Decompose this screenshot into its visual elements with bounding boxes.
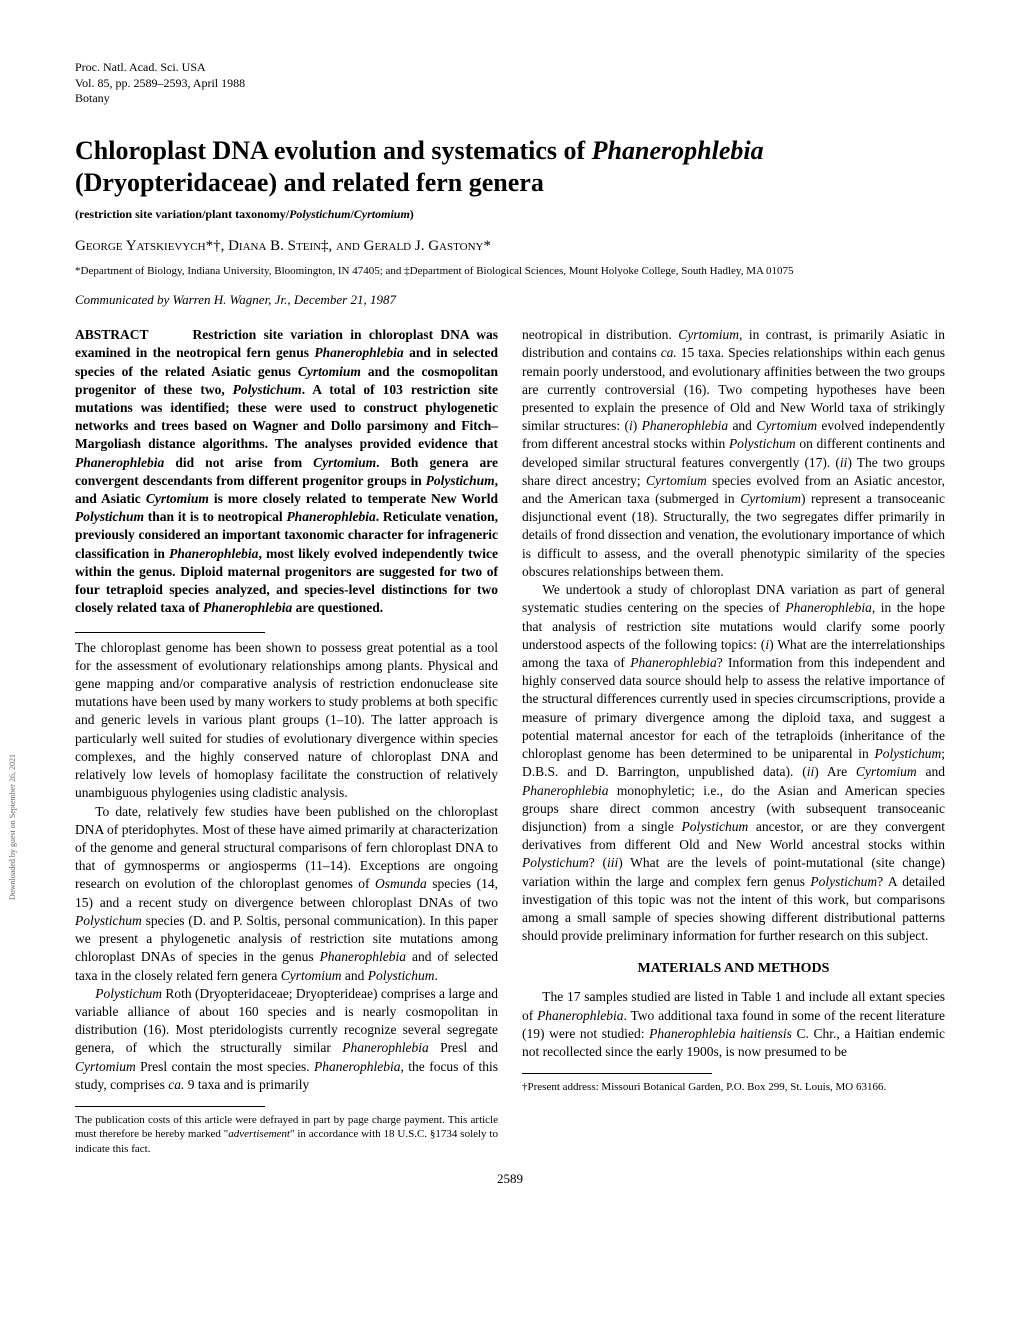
article-subtitle: (restriction site variation/plant taxono… xyxy=(75,206,945,222)
footnote-divider-left xyxy=(75,1106,265,1107)
affiliations: *Department of Biology, Indiana Universi… xyxy=(75,264,945,278)
section-name: Botany xyxy=(75,91,945,107)
body-paragraph-4: neotropical in distribution. Cyrtomium, … xyxy=(522,326,945,581)
article-title: Chloroplast DNA evolution and systematic… xyxy=(75,135,945,200)
abstract-text: Restriction site variation in chloroplas… xyxy=(75,327,498,615)
page-number: 2589 xyxy=(75,1170,945,1188)
footnote-left: The publication costs of this article we… xyxy=(75,1113,498,1156)
body-paragraph-5: We undertook a study of chloroplast DNA … xyxy=(522,581,945,945)
volume-info: Vol. 85, pp. 2589–2593, April 1988 xyxy=(75,76,945,92)
body-paragraph-1: The chloroplast genome has been shown to… xyxy=(75,639,498,803)
footnote-divider-right xyxy=(522,1073,712,1074)
article-body: ABSTRACT Restriction site variation in c… xyxy=(75,326,945,1156)
methods-heading: MATERIALS AND METHODS xyxy=(522,960,945,979)
abstract-label: ABSTRACT xyxy=(75,327,149,342)
journal-name: Proc. Natl. Acad. Sci. USA xyxy=(75,60,945,76)
authors: George Yatskievych*†, Diana B. Stein‡, a… xyxy=(75,236,945,256)
body-paragraph-6: The 17 samples studied are listed in Tab… xyxy=(522,988,945,1061)
abstract: ABSTRACT Restriction site variation in c… xyxy=(75,326,498,618)
footnote-right: †Present address: Missouri Botanical Gar… xyxy=(522,1080,945,1094)
body-paragraph-3: Polystichum Roth (Dryopteridaceae; Dryop… xyxy=(75,985,498,1094)
communicated-by: Communicated by Warren H. Wagner, Jr., D… xyxy=(75,291,945,309)
body-paragraph-2: To date, relatively few studies have bee… xyxy=(75,803,498,985)
journal-header: Proc. Natl. Acad. Sci. USA Vol. 85, pp. … xyxy=(75,60,945,107)
download-watermark: Downloaded by guest on September 26, 202… xyxy=(8,754,19,900)
abstract-divider xyxy=(75,632,265,633)
